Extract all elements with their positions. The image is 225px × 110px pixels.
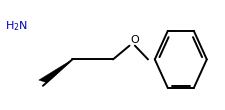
Text: O: O — [130, 35, 138, 45]
Polygon shape — [39, 59, 72, 83]
Text: H$_2$N: H$_2$N — [5, 19, 28, 33]
